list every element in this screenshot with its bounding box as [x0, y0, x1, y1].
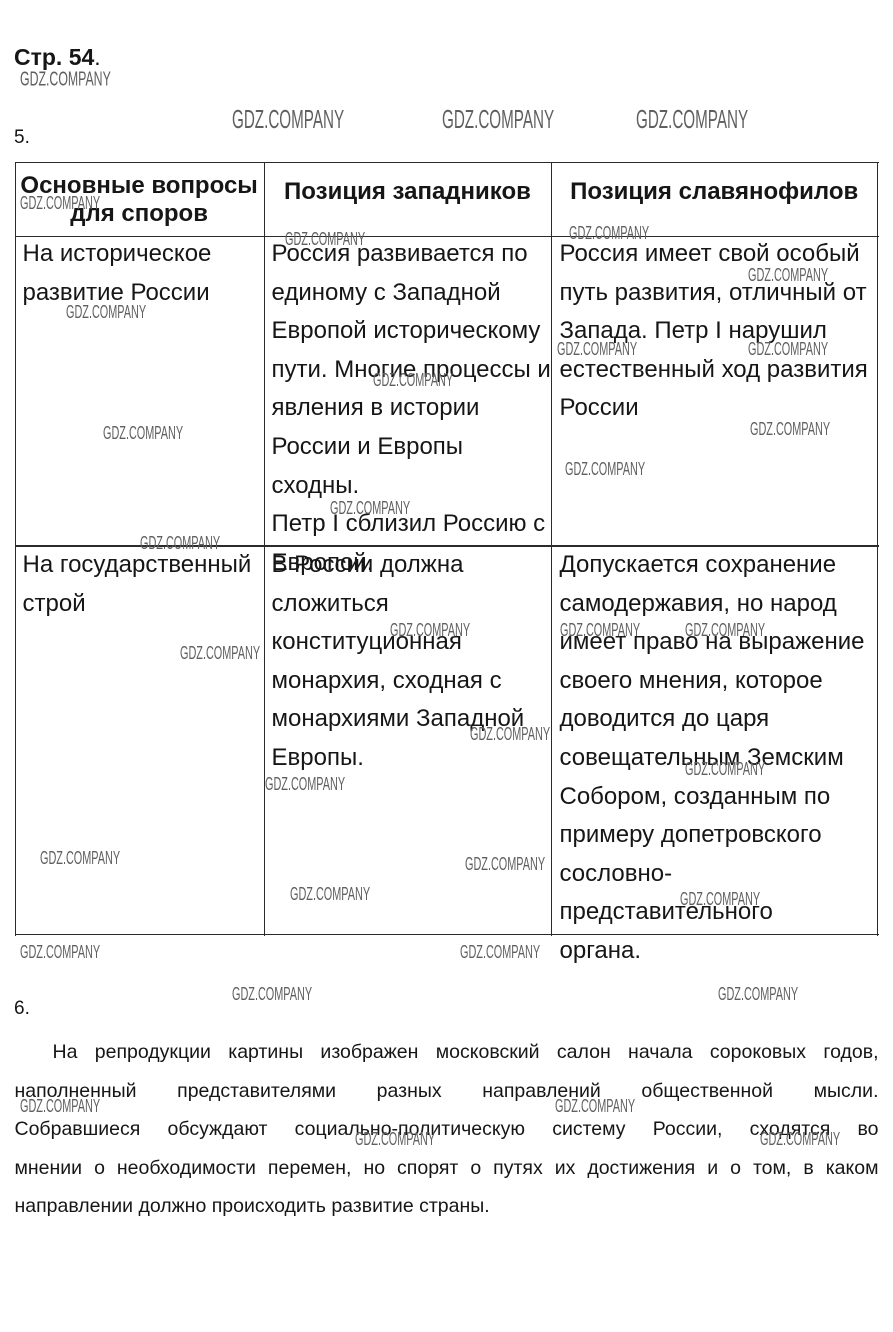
svg-text:GDZ.COMPANY: GDZ.COMPANY: [232, 983, 312, 1004]
svg-text:GDZ.COMPANY: GDZ.COMPANY: [555, 1095, 635, 1116]
svg-text:GDZ.COMPANY: GDZ.COMPANY: [20, 941, 100, 962]
svg-text:GDZ.COMPANY: GDZ.COMPANY: [460, 941, 540, 962]
svg-text:GDZ.COMPANY: GDZ.COMPANY: [565, 458, 645, 479]
svg-text:GDZ.COMPANY: GDZ.COMPANY: [285, 228, 365, 249]
svg-text:GDZ.COMPANY: GDZ.COMPANY: [748, 338, 828, 359]
svg-text:GDZ.COMPANY: GDZ.COMPANY: [20, 192, 100, 213]
svg-text:GDZ.COMPANY: GDZ.COMPANY: [636, 106, 748, 134]
svg-text:GDZ.COMPANY: GDZ.COMPANY: [20, 1095, 100, 1116]
svg-text:GDZ.COMPANY: GDZ.COMPANY: [66, 301, 146, 322]
svg-text:GDZ.COMPANY: GDZ.COMPANY: [390, 619, 470, 640]
svg-text:GDZ.COMPANY: GDZ.COMPANY: [748, 264, 828, 285]
svg-text:GDZ.COMPANY: GDZ.COMPANY: [103, 422, 183, 443]
svg-text:GDZ.COMPANY: GDZ.COMPANY: [140, 532, 220, 553]
svg-text:GDZ.COMPANY: GDZ.COMPANY: [290, 883, 370, 904]
svg-text:GDZ.COMPANY: GDZ.COMPANY: [760, 1128, 840, 1149]
svg-text:GDZ.COMPANY: GDZ.COMPANY: [465, 853, 545, 874]
svg-text:GDZ.COMPANY: GDZ.COMPANY: [569, 222, 649, 243]
svg-text:GDZ.COMPANY: GDZ.COMPANY: [232, 106, 344, 134]
svg-text:GDZ.COMPANY: GDZ.COMPANY: [750, 418, 830, 439]
svg-text:GDZ.COMPANY: GDZ.COMPANY: [470, 723, 550, 744]
svg-text:GDZ.COMPANY: GDZ.COMPANY: [685, 758, 765, 779]
svg-text:GDZ.COMPANY: GDZ.COMPANY: [180, 642, 260, 663]
svg-text:GDZ.COMPANY: GDZ.COMPANY: [40, 847, 120, 868]
svg-text:GDZ.COMPANY: GDZ.COMPANY: [442, 106, 554, 134]
svg-text:GDZ.COMPANY: GDZ.COMPANY: [685, 619, 765, 640]
svg-text:GDZ.COMPANY: GDZ.COMPANY: [680, 888, 760, 909]
svg-text:GDZ.COMPANY: GDZ.COMPANY: [718, 983, 798, 1004]
svg-text:GDZ.COMPANY: GDZ.COMPANY: [330, 497, 410, 518]
svg-text:GDZ.COMPANY: GDZ.COMPANY: [560, 619, 640, 640]
svg-text:GDZ.COMPANY: GDZ.COMPANY: [557, 338, 637, 359]
svg-text:GDZ.COMPANY: GDZ.COMPANY: [373, 369, 453, 390]
svg-text:GDZ.COMPANY: GDZ.COMPANY: [20, 67, 111, 90]
svg-text:GDZ.COMPANY: GDZ.COMPANY: [355, 1128, 435, 1149]
svg-text:GDZ.COMPANY: GDZ.COMPANY: [265, 773, 345, 794]
